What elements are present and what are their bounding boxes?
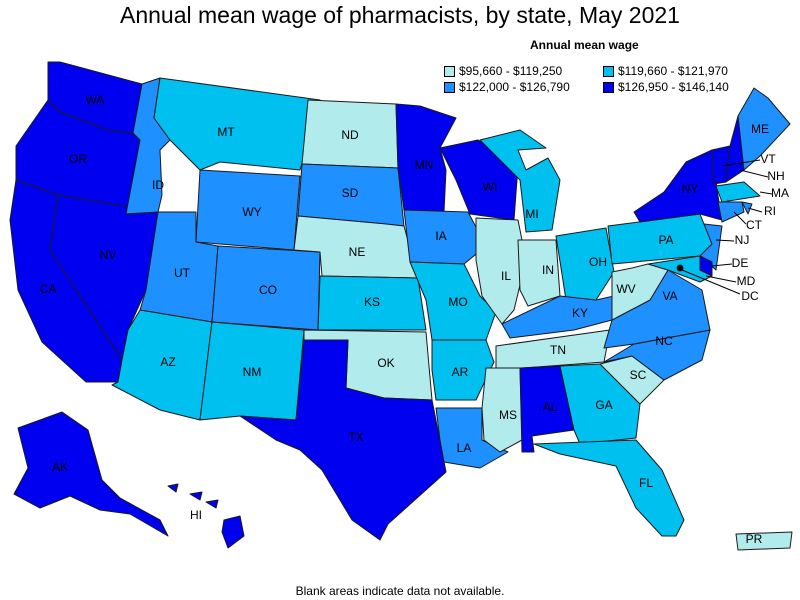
state-label-ny: NY — [682, 182, 699, 196]
state-oh — [555, 227, 615, 301]
legend-title: Annual mean wage — [530, 38, 639, 52]
legend-swatch — [444, 65, 455, 77]
leader-line-md — [705, 275, 737, 283]
state-label-wv: WV — [616, 282, 635, 296]
legend-label: $122,000 - $126,790 — [459, 80, 570, 94]
state-label-sd: SD — [342, 186, 359, 200]
state-in — [517, 239, 561, 307]
state-mn — [395, 103, 457, 213]
state-label-al: AL — [543, 400, 558, 414]
leader-line-vt — [721, 159, 761, 167]
legend-item-1: $95,660 - $119,250 — [444, 64, 562, 78]
leader-line-ma — [759, 191, 773, 195]
state-label-nj: NJ — [735, 233, 750, 247]
footnote: Blank areas indicate data not available. — [295, 584, 505, 598]
state-label-pa: PA — [658, 233, 673, 247]
state-label-mt: MT — [217, 125, 235, 139]
state-label-ks: KS — [364, 295, 380, 309]
state-label-nd: ND — [341, 128, 359, 142]
state-label-pr: PR — [746, 532, 763, 546]
state-label-wi: WI — [483, 180, 498, 194]
state-label-me: ME — [751, 122, 769, 136]
state-ar — [431, 339, 495, 401]
state-label-de: DE — [732, 256, 749, 270]
state-label-sc: SC — [630, 368, 647, 382]
legend-item-2: $119,660 - $121,970 — [603, 64, 728, 78]
state-label-ky: KY — [572, 306, 588, 320]
state-tx — [239, 339, 447, 541]
state-label-ga: GA — [595, 398, 612, 412]
state-fl — [533, 439, 685, 537]
state-label-ar: AR — [452, 365, 469, 379]
legend-swatch — [603, 81, 614, 93]
state-label-mn: MN — [415, 158, 434, 172]
state-label-oh: OH — [589, 255, 607, 269]
state-ia — [403, 209, 487, 265]
state-mi — [479, 129, 561, 233]
state-me — [737, 87, 791, 171]
state-label-or: OR — [69, 152, 87, 166]
state-label-nv: NV — [100, 248, 117, 262]
state-label-hi: HI — [190, 508, 202, 522]
state-label-ma: MA — [771, 186, 789, 200]
state-ct — [717, 201, 745, 223]
state-ak — [13, 411, 169, 537]
state-ny — [633, 149, 723, 223]
state-label-il: IL — [501, 269, 511, 283]
state-label-ne: NE — [349, 245, 366, 259]
state-label-ca: CA — [40, 282, 57, 296]
state-hi — [167, 483, 245, 549]
state-label-la: LA — [457, 441, 472, 455]
legend-swatch — [603, 65, 614, 77]
state-label-ri: RI — [764, 204, 776, 218]
state-label-in: IN — [542, 263, 554, 277]
state-label-wy: WY — [242, 205, 261, 219]
state-label-nh: NH — [767, 169, 784, 183]
state-label-co: CO — [259, 283, 277, 297]
legend-item-3: $122,000 - $126,790 — [444, 80, 570, 94]
state-label-nc: NC — [655, 334, 673, 348]
state-mt — [153, 77, 321, 171]
state-ma — [715, 181, 761, 203]
legend-item-4: $126,950 - $146,140 — [603, 80, 729, 94]
state-label-tn: TN — [550, 343, 566, 357]
state-label-vt: VT — [760, 152, 776, 166]
state-label-az: AZ — [160, 355, 175, 369]
state-label-md: MD — [737, 274, 756, 288]
leader-line-ri — [747, 207, 763, 213]
state-label-mo: MO — [448, 295, 467, 309]
legend-label: $95,660 - $119,250 — [459, 64, 563, 78]
state-label-ct: CT — [746, 218, 763, 232]
state-label-ms: MS — [499, 408, 517, 422]
state-dc — [676, 264, 684, 272]
map-title: Annual mean wage of pharmacists, by stat… — [120, 2, 680, 28]
state-label-ut: UT — [174, 266, 191, 280]
state-pr — [735, 531, 793, 551]
state-ks — [317, 275, 427, 331]
leader-line-nj — [715, 239, 735, 242]
state-label-mi: MI — [525, 207, 538, 221]
leader-line-ct — [733, 211, 747, 225]
state-label-id: ID — [152, 178, 164, 192]
leader-line-nh — [739, 169, 769, 178]
state-label-fl: FL — [639, 476, 653, 490]
legend-label: $119,660 - $121,970 — [618, 64, 728, 78]
state-label-wa: WA — [86, 93, 105, 107]
state-label-va: VA — [662, 289, 677, 303]
legend-label: $126,950 - $146,140 — [618, 80, 729, 94]
state-label-tx: TX — [348, 430, 363, 444]
leader-line-de — [711, 263, 733, 267]
state-label-nm: NM — [243, 365, 262, 379]
state-label-dc: DC — [741, 289, 759, 303]
state-label-ak: AK — [52, 460, 68, 474]
state-label-ia: IA — [435, 229, 446, 243]
legend-swatch — [444, 81, 455, 93]
state-mo — [409, 261, 497, 341]
state-label-ok: OK — [377, 356, 394, 370]
state-il — [475, 217, 527, 325]
leader-line-dc — [681, 269, 741, 295]
